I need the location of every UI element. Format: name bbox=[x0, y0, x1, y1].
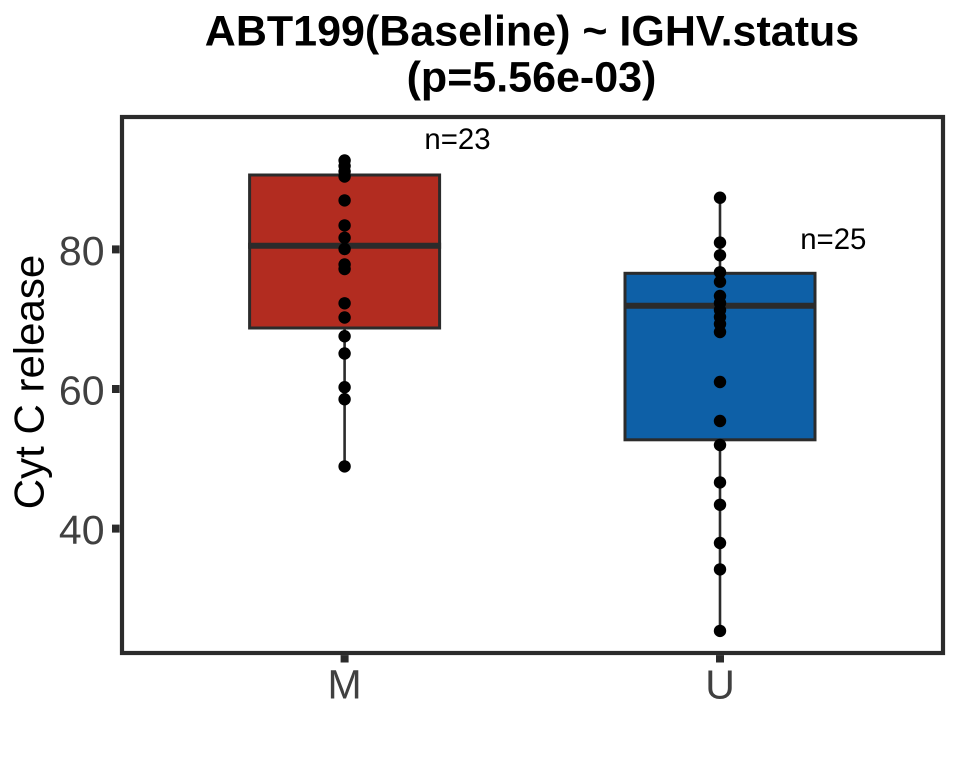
svg-text:40: 40 bbox=[59, 507, 105, 553]
svg-text:n=23: n=23 bbox=[424, 123, 490, 156]
svg-text:(p=5.56e-03): (p=5.56e-03) bbox=[407, 54, 657, 102]
svg-text:U: U bbox=[705, 662, 735, 708]
svg-text:80: 80 bbox=[59, 228, 105, 274]
svg-text:60: 60 bbox=[59, 368, 105, 414]
svg-text:M: M bbox=[328, 662, 362, 708]
svg-text:n=25: n=25 bbox=[800, 223, 866, 256]
svg-text:Cyt C release: Cyt C release bbox=[6, 255, 53, 509]
svg-text:ABT199(Baseline) ~ IGHV.status: ABT199(Baseline) ~ IGHV.status bbox=[205, 8, 859, 56]
